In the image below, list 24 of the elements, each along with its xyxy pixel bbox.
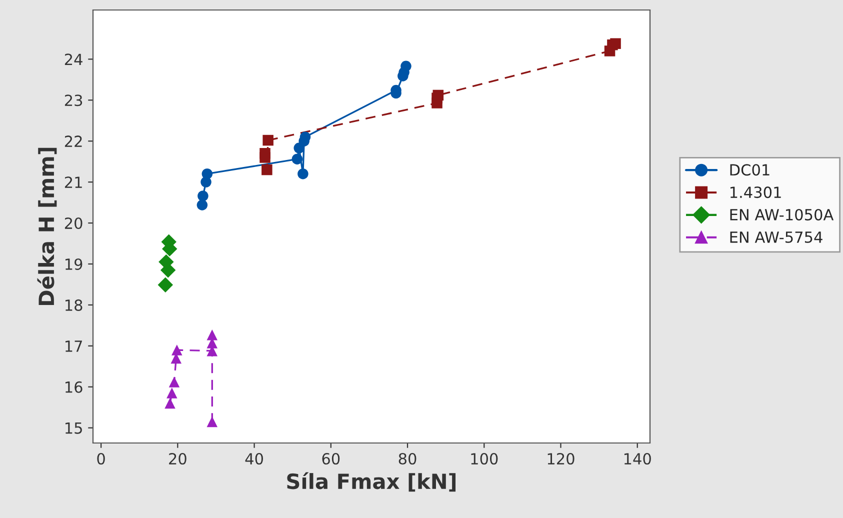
x-tick-label: 20 xyxy=(169,452,186,465)
x-tick-label: 60 xyxy=(322,452,340,465)
y-axis-title: Délka H [mm] xyxy=(37,148,57,306)
legend-label: DC01 xyxy=(730,164,770,176)
y-tick-label: 24 xyxy=(64,54,82,65)
y-tick-label: 20 xyxy=(64,217,82,230)
x-tick-label: 100 xyxy=(471,452,498,465)
y-tick-label: 15 xyxy=(66,422,82,434)
y-tick-label: 18 xyxy=(66,299,82,311)
x-tick-label: 80 xyxy=(398,452,416,465)
y-tick-label: 19 xyxy=(66,258,82,270)
x-tick-label: 40 xyxy=(245,452,263,465)
legend-label: EN AW-5754 xyxy=(730,232,822,243)
x-tick-label: 140 xyxy=(624,452,651,465)
legend-label: 1.4301 xyxy=(730,186,781,198)
y-tick-label: 16 xyxy=(66,381,82,393)
x-tick-label: 120 xyxy=(548,452,574,465)
y-tick-label: 17 xyxy=(66,340,82,352)
y-tick-label: 23 xyxy=(64,94,82,106)
y-tick-label: 21 xyxy=(64,176,82,188)
x-axis-title: Síla Fmax [kN] xyxy=(287,472,456,492)
y-tick-label: 22 xyxy=(64,136,82,147)
x-tick-label: 0 xyxy=(97,452,105,465)
legend-label: EN AW-1050A xyxy=(730,208,834,220)
